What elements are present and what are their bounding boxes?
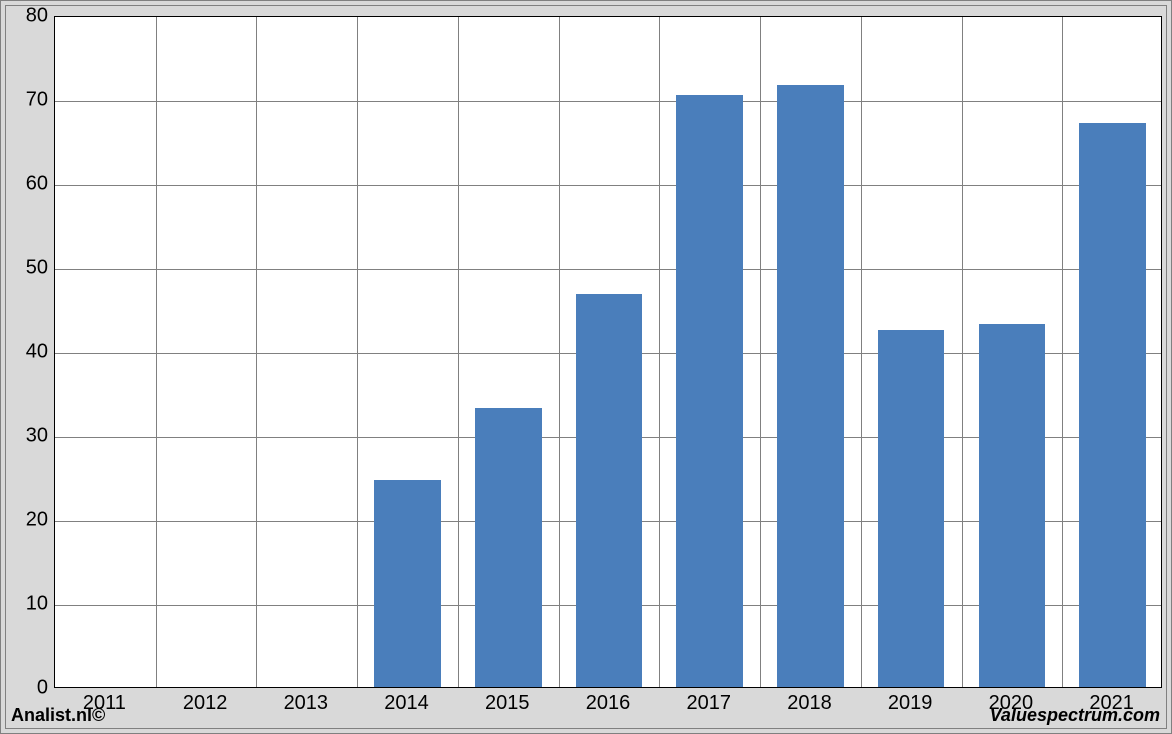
y-tick-label: 30 [6,425,48,448]
x-tick-label: 2015 [485,692,530,715]
y-tick-label: 60 [6,173,48,196]
y-tick-label: 0 [6,677,48,700]
x-tick-label: 2014 [384,692,429,715]
gridline-v [559,17,560,687]
gridline-v [861,17,862,687]
gridline-v [962,17,963,687]
x-tick-label: 2017 [686,692,731,715]
y-tick-label: 70 [6,89,48,112]
plot-area [54,16,1162,688]
x-tick-label: 2019 [888,692,933,715]
gridline-v [256,17,257,687]
y-tick-label: 20 [6,509,48,532]
gridline-v [1062,17,1063,687]
gridline-v [659,17,660,687]
chart-inner-frame: 01020304050607080 2011201220132014201520… [5,5,1167,729]
bar [777,85,843,687]
bar [475,408,541,687]
footer-right-credit: Valuespectrum.com [990,705,1160,726]
bar [374,480,440,687]
y-tick-label: 10 [6,593,48,616]
gridline-h [55,185,1161,186]
x-tick-label: 2018 [787,692,832,715]
gridline-h [55,101,1161,102]
x-tick-label: 2012 [183,692,228,715]
x-tick-label: 2016 [586,692,631,715]
gridline-v [357,17,358,687]
gridline-h [55,269,1161,270]
gridline-v [156,17,157,687]
x-tick-label: 2013 [284,692,329,715]
y-tick-label: 80 [6,5,48,28]
bar [676,95,742,687]
footer-left-credit: Analist.nl© [11,705,105,726]
gridline-v [760,17,761,687]
bar [979,324,1045,687]
y-tick-label: 40 [6,341,48,364]
bar [576,294,642,687]
chart-frame: 01020304050607080 2011201220132014201520… [0,0,1172,734]
bar [878,330,944,687]
y-tick-label: 50 [6,257,48,280]
gridline-v [458,17,459,687]
bar [1079,123,1145,687]
